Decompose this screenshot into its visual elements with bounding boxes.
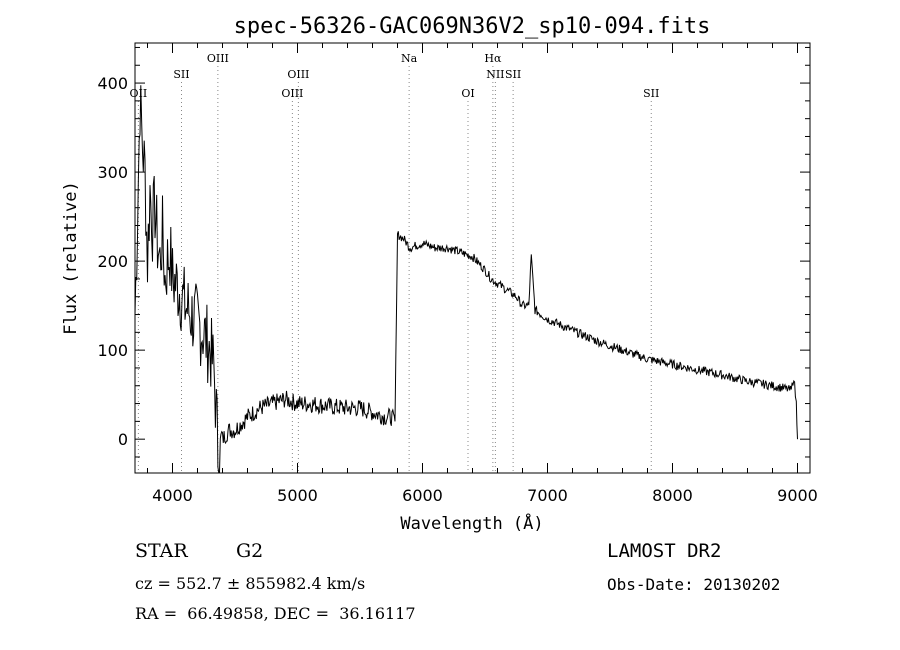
object-subclass: G2: [236, 540, 264, 562]
x-tick-label: 9000: [777, 486, 818, 505]
line-id-label: Hα: [484, 52, 502, 65]
y-tick-label: 200: [97, 252, 128, 271]
y-tick-label: 400: [97, 74, 128, 93]
y-tick-label: 0: [118, 430, 128, 449]
observation-date: Obs-Date: 20130202: [607, 575, 781, 594]
y-tick-label: 100: [97, 341, 128, 360]
spectrum-line: [134, 85, 798, 474]
axis-ticks: 4000 5000 6000 7000 8000 9000 0 100 200 300 400: [97, 43, 818, 505]
line-id-label: SII: [643, 87, 659, 100]
y-axis-label: Flux (relative): [61, 181, 81, 335]
object-class: STAR: [135, 540, 188, 562]
x-axis-label: Wavelength (Å): [400, 512, 543, 534]
line-id-label: NII: [486, 68, 504, 81]
line-id-label: SII: [505, 68, 521, 81]
x-tick-label: 4000: [152, 486, 193, 505]
x-tick-label: 8000: [652, 486, 693, 505]
chart-title: spec-56326-GAC069N36V2_sp10-094.fits: [234, 14, 711, 39]
x-tick-label: 6000: [402, 486, 443, 505]
survey-name: LAMOST DR2: [607, 540, 722, 562]
y-tick-label: 300: [97, 163, 128, 182]
line-id-label: OIII: [287, 68, 309, 81]
redshift-velocity: cz = 552.7 ± 855982.4 km/s: [135, 574, 366, 593]
line-id-label: OI: [461, 87, 474, 100]
line-id-label: OIII: [281, 87, 303, 100]
x-tick-label: 7000: [527, 486, 568, 505]
x-tick-label: 5000: [277, 486, 318, 505]
ra-dec-coordinates: RA = 66.49858, DEC = 36.16117: [135, 604, 416, 623]
line-id-label: OIII: [207, 52, 229, 65]
line-id-label: SII: [173, 68, 189, 81]
line-id-label: Na: [401, 52, 418, 65]
line-id-label: OII: [130, 87, 148, 100]
